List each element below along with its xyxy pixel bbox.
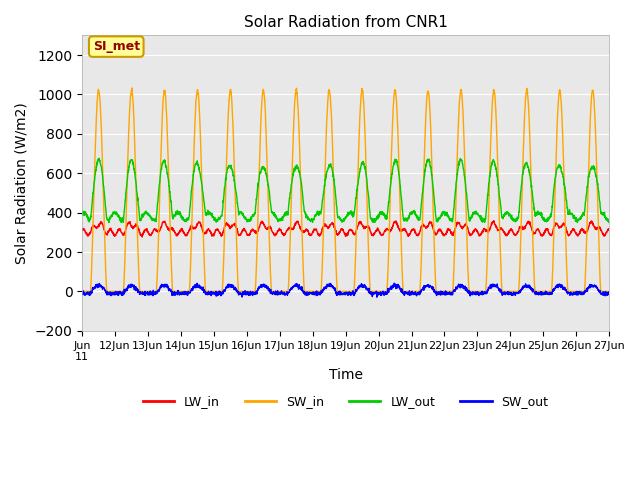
SW_out: [131, 284, 139, 290]
SW_out: [598, 291, 606, 297]
LW_in: [378, 232, 385, 238]
SW_out: [504, 292, 512, 298]
LW_out: [605, 216, 613, 222]
SW_in: [128, 85, 136, 91]
SW_in: [245, 288, 253, 294]
SW_in: [605, 288, 613, 294]
Line: SW_out: SW_out: [82, 283, 609, 297]
LW_in: [245, 233, 253, 239]
SW_out: [390, 280, 398, 286]
LW_in: [138, 234, 146, 240]
Y-axis label: Solar Radiation (W/m2): Solar Radiation (W/m2): [15, 102, 29, 264]
LW_in: [131, 224, 139, 229]
SW_in: [378, 288, 385, 294]
Line: LW_out: LW_out: [82, 158, 609, 222]
SW_in: [504, 288, 512, 294]
Text: SI_met: SI_met: [93, 40, 140, 53]
Line: SW_in: SW_in: [82, 88, 609, 291]
LW_in: [504, 231, 512, 237]
LW_out: [105, 219, 113, 225]
LW_in: [534, 226, 542, 232]
Title: Solar Radiation from CNR1: Solar Radiation from CNR1: [244, 15, 447, 30]
Line: LW_in: LW_in: [82, 221, 609, 237]
LW_out: [131, 175, 139, 181]
SW_in: [598, 288, 605, 294]
SW_out: [373, 294, 381, 300]
LW_out: [245, 218, 253, 224]
SW_out: [78, 291, 86, 297]
SW_out: [244, 292, 252, 298]
SW_out: [378, 292, 385, 298]
LW_out: [78, 210, 86, 216]
LW_out: [534, 210, 542, 216]
LW_out: [95, 156, 103, 161]
Legend: LW_in, SW_in, LW_out, SW_out: LW_in, SW_in, LW_out, SW_out: [138, 390, 554, 413]
LW_in: [598, 229, 606, 235]
SW_in: [131, 147, 139, 153]
LW_out: [504, 211, 512, 216]
SW_out: [534, 291, 542, 297]
X-axis label: Time: Time: [328, 368, 363, 382]
LW_out: [378, 209, 385, 215]
LW_in: [392, 218, 400, 224]
LW_in: [78, 228, 86, 233]
SW_out: [605, 289, 613, 295]
SW_in: [78, 288, 86, 294]
LW_in: [605, 227, 613, 232]
SW_in: [534, 288, 542, 294]
LW_out: [598, 210, 606, 216]
